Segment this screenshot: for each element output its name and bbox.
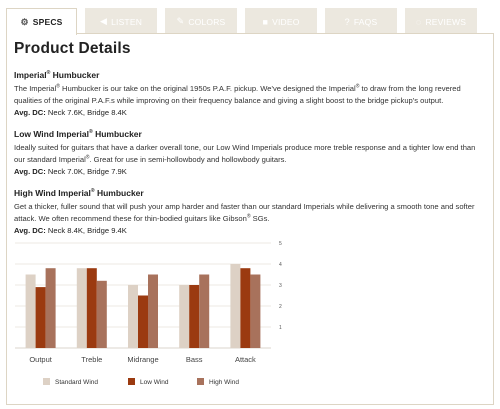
x-tick-label: Bass	[186, 355, 203, 364]
bar-standard-wind	[230, 264, 241, 348]
comment-icon: ◌	[415, 16, 422, 27]
bar-high-wind	[96, 280, 107, 348]
y-tick-label: 2	[279, 304, 282, 310]
tone-bar-chart: 1 2 3 4 5 Output Treble Midrange Bass Attack Stand…	[15, 241, 282, 386]
question-icon: ?	[344, 16, 350, 27]
tab-label: SPECS	[32, 17, 63, 27]
bar-standard-wind	[128, 285, 138, 348]
section-description: The Imperial® Humbucker is our take on t…	[14, 83, 461, 105]
section-title: High Wind Imperial® Humbucker	[14, 188, 144, 198]
section-high-wind-imperial: High Wind Imperial® Humbucker Get a thic…	[14, 188, 488, 235]
section-title: Imperial® Humbucker	[14, 70, 100, 80]
specs-panel: Product Details Imperial® Humbucker The …	[6, 33, 494, 405]
bar-standard-wind	[76, 268, 87, 348]
section-description: Ideally suited for guitars that have a d…	[14, 143, 476, 164]
tab-label: COLORS	[188, 16, 226, 27]
bar-standard-wind	[25, 274, 36, 348]
tab-colors[interactable]: ✎ COLORS	[165, 8, 237, 34]
avg-dc: Avg. DC: Neck 7.6K, Bridge 8.4K	[14, 108, 127, 117]
legend-label: Standard Wind	[55, 379, 98, 386]
video-camera-icon: ■	[262, 16, 269, 27]
avg-dc: Avg. DC: Neck 8.4K, Bridge 9.4K	[14, 226, 127, 235]
section-low-wind-imperial: Low Wind Imperial® Humbucker Ideally sui…	[14, 129, 488, 176]
legend-label: High Wind	[209, 379, 239, 386]
section-title: Low Wind Imperial® Humbucker	[14, 129, 142, 139]
section-description: Get a thicker, fuller sound that will pu…	[14, 202, 475, 223]
x-tick-label: Output	[29, 355, 52, 364]
legend-swatch	[128, 378, 135, 385]
x-tick-label: Midrange	[127, 355, 158, 364]
bar-low-wind	[240, 268, 251, 348]
tab-label: VIDEO	[272, 16, 300, 27]
bar-low-wind	[189, 285, 200, 348]
pick-icon: ✎	[176, 16, 185, 26]
y-tick-label: 4	[279, 262, 282, 268]
x-tick-label: Treble	[81, 355, 102, 364]
legend-label: Low Wind	[140, 379, 169, 386]
section-imperial: Imperial® Humbucker The Imperial® Humbuc…	[14, 70, 488, 117]
gears-icon: ⚙	[20, 16, 29, 27]
tab-label: LISTEN	[111, 16, 143, 27]
y-tick-label: 1	[279, 325, 282, 331]
page-title: Product Details	[14, 40, 131, 57]
y-tick-label: 5	[279, 241, 282, 247]
tab-specs[interactable]: ⚙ SPECS	[6, 8, 77, 35]
bar-standard-wind	[179, 285, 190, 348]
bar-high-wind	[199, 274, 210, 348]
bar-high-wind	[45, 268, 56, 348]
x-tick-label: Attack	[235, 355, 256, 364]
bar-low-wind	[138, 295, 148, 348]
bar-low-wind	[86, 268, 97, 348]
tab-reviews[interactable]: ◌ REVIEWS	[405, 8, 477, 34]
tone-chart: 1 2 3 4 5 Output Treble Midrange Bass Attack Stand…	[7, 234, 495, 404]
bar-high-wind	[148, 274, 158, 348]
bar-high-wind	[250, 274, 261, 348]
tab-bar: ⚙ SPECS ◀ LISTEN ✎ COLORS ■ VIDEO ? FAQs…	[6, 8, 494, 35]
legend-swatch	[197, 378, 204, 385]
legend-swatch	[43, 378, 50, 385]
avg-dc: Avg. DC: Neck 7.0K, Bridge 7.9K	[14, 167, 127, 176]
specs-content: Product Details Imperial® Humbucker The …	[14, 40, 488, 247]
tab-faqs[interactable]: ? FAQs	[325, 8, 397, 34]
tab-label: FAQs	[353, 16, 378, 27]
tab-listen[interactable]: ◀ LISTEN	[85, 8, 157, 34]
speaker-icon: ◀	[99, 16, 108, 26]
tab-label: REVIEWS	[425, 16, 467, 27]
y-tick-label: 3	[279, 283, 282, 289]
tab-video[interactable]: ■ VIDEO	[245, 8, 317, 34]
bar-low-wind	[35, 287, 46, 348]
